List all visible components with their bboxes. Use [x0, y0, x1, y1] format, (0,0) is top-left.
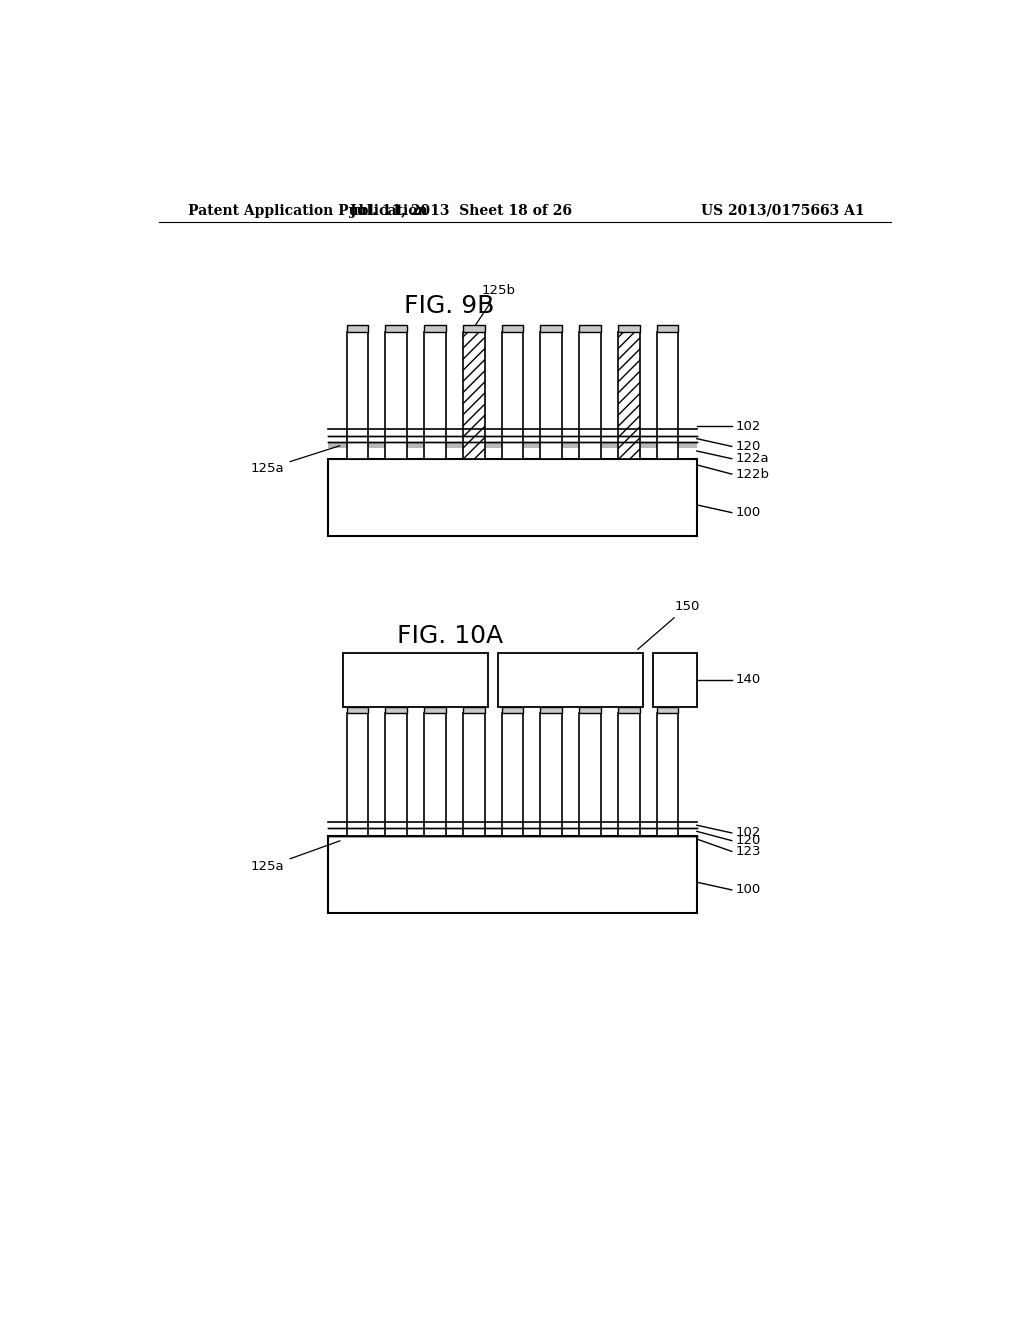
Bar: [463, 706, 484, 713]
Bar: [656, 326, 678, 331]
Bar: [579, 706, 601, 713]
Bar: [617, 713, 640, 836]
Bar: [328, 459, 697, 536]
Bar: [385, 713, 407, 836]
Bar: [463, 713, 484, 836]
Bar: [502, 331, 523, 459]
Bar: [424, 706, 445, 713]
Bar: [385, 706, 407, 713]
Text: 100: 100: [735, 883, 761, 896]
Bar: [346, 706, 369, 713]
Bar: [652, 653, 697, 706]
Text: FIG. 9B: FIG. 9B: [404, 294, 495, 318]
Bar: [579, 326, 601, 331]
Bar: [424, 331, 445, 459]
Bar: [502, 706, 523, 713]
Text: US 2013/0175663 A1: US 2013/0175663 A1: [700, 203, 864, 218]
Bar: [328, 836, 697, 913]
Bar: [424, 713, 445, 836]
Bar: [656, 706, 678, 713]
Bar: [463, 331, 484, 459]
Text: 122b: 122b: [735, 467, 770, 480]
Text: 125b: 125b: [475, 284, 515, 326]
Bar: [343, 653, 488, 706]
Bar: [579, 331, 601, 459]
Text: 150: 150: [638, 601, 699, 649]
Bar: [502, 713, 523, 836]
Bar: [328, 836, 697, 843]
Bar: [579, 713, 601, 836]
Bar: [385, 331, 407, 459]
Bar: [346, 331, 369, 459]
Bar: [656, 331, 678, 459]
Bar: [541, 326, 562, 331]
Text: Patent Application Publication: Patent Application Publication: [188, 203, 428, 218]
Bar: [617, 706, 640, 713]
Text: Jul. 11, 2013  Sheet 18 of 26: Jul. 11, 2013 Sheet 18 of 26: [350, 203, 572, 218]
Bar: [656, 713, 678, 836]
Text: 100: 100: [735, 506, 761, 519]
Bar: [463, 326, 484, 331]
Text: FIG. 10A: FIG. 10A: [396, 624, 503, 648]
Bar: [502, 326, 523, 331]
Bar: [617, 326, 640, 331]
Bar: [541, 331, 562, 459]
Text: 120: 120: [735, 440, 761, 453]
Bar: [328, 442, 697, 447]
Bar: [541, 713, 562, 836]
Bar: [346, 326, 369, 331]
Text: 140: 140: [735, 673, 761, 686]
Bar: [385, 326, 407, 331]
Bar: [424, 326, 445, 331]
Text: 102: 102: [735, 826, 761, 840]
Text: 125a: 125a: [251, 841, 340, 874]
Text: 122a: 122a: [735, 453, 769, 465]
Text: 102: 102: [735, 420, 761, 433]
Bar: [346, 713, 369, 836]
Bar: [617, 331, 640, 459]
Text: 123: 123: [735, 845, 761, 858]
Text: 120: 120: [735, 834, 761, 847]
Text: 125a: 125a: [251, 446, 340, 475]
Bar: [498, 653, 643, 706]
Bar: [541, 706, 562, 713]
